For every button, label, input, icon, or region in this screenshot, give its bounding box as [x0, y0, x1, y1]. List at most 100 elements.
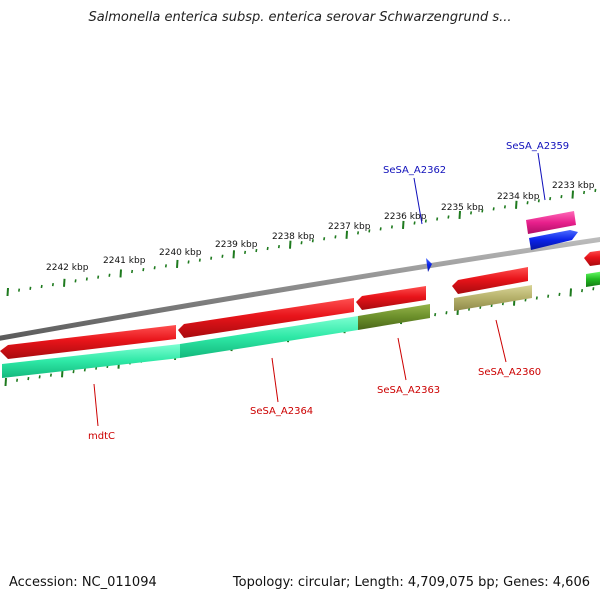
SeSA_A2363-cds-arrow[interactable] — [356, 286, 426, 310]
tick-label-2241: 2241 kbp — [103, 256, 146, 266]
tick-label-2236: 2236 kbp — [384, 212, 427, 222]
SeSA_A2363-gene[interactable] — [358, 304, 430, 330]
SeSA_A2362-cds-arrow[interactable] — [426, 258, 432, 272]
scale-labels: 2242 kbp 2241 kbp 2240 kbp 2239 kbp 2238… — [46, 181, 595, 273]
tick-label-2239: 2239 kbp — [215, 240, 258, 250]
minor-tick — [560, 194, 563, 199]
minor-tick — [424, 219, 427, 223]
offscreen-cds-red[interactable] — [584, 250, 600, 266]
mdtC-cds-arrow[interactable] — [0, 325, 176, 359]
minor-tick — [198, 258, 201, 262]
major-tick — [176, 259, 179, 268]
tick-label-2235: 2235 kbp — [441, 203, 484, 213]
SeSA_A2364-gene[interactable] — [180, 316, 358, 358]
major-tick — [289, 240, 292, 249]
major-tick — [6, 287, 9, 297]
minor-tick — [447, 215, 450, 219]
SeSA_A2360-connector — [495, 319, 507, 363]
minor-tick — [434, 312, 437, 317]
major-tick — [119, 269, 122, 278]
minor-tick — [72, 370, 75, 374]
minor-tick — [535, 296, 538, 300]
minor-tick — [413, 221, 416, 225]
cds-track-forward — [0, 250, 600, 359]
minor-tick — [311, 239, 314, 243]
minor-tick — [74, 279, 77, 283]
SeSA_A2359-connector — [537, 152, 546, 201]
tick-label-2238: 2238 kbp — [272, 232, 315, 242]
SeSA_A2363-connector — [397, 337, 407, 381]
minor-tick — [357, 231, 360, 235]
major-tick — [402, 220, 405, 230]
minor-tick — [85, 277, 88, 281]
minor-tick — [470, 211, 473, 215]
mdtC-gene[interactable] — [2, 344, 180, 378]
minor-tick — [210, 256, 213, 260]
SeSA_A2360-cds-arrow[interactable] — [452, 267, 528, 294]
minor-tick — [445, 311, 448, 315]
minor-tick — [49, 373, 52, 377]
major-tick — [232, 250, 235, 259]
SeSA_A2359-label[interactable]: SeSA_A2359 — [506, 141, 569, 152]
SeSA_A2364-label[interactable]: SeSA_A2364 — [250, 406, 313, 417]
minor-tick — [592, 287, 595, 291]
minor-tick — [379, 227, 382, 231]
SeSA_A2359-gene[interactable] — [526, 211, 576, 234]
offscreen-gene-green[interactable] — [586, 271, 600, 287]
tick-label-2242: 2242 kbp — [46, 263, 89, 273]
minor-tick — [38, 375, 41, 379]
SeSA_A2360-label[interactable]: SeSA_A2360 — [478, 367, 541, 378]
SeSA_A2364-cds-arrow[interactable] — [178, 298, 354, 338]
accession-text: Accession: NC_011094 — [9, 575, 157, 590]
minor-tick — [481, 209, 484, 213]
minor-tick — [164, 264, 167, 268]
SeSA_A2362-label[interactable]: SeSA_A2362 — [383, 165, 446, 176]
minor-tick — [537, 199, 540, 203]
gene-labels: mdtC SeSA_A2364 SeSA_A2363 SeSA_A2360 Se… — [88, 141, 569, 442]
minor-tick — [368, 229, 371, 233]
minor-tick — [558, 292, 561, 296]
cds-track-reverse — [426, 211, 578, 272]
SeSA_A2363-label[interactable]: SeSA_A2363 — [377, 385, 440, 396]
minor-tick — [323, 237, 326, 241]
minor-tick — [436, 217, 439, 221]
minor-tick — [266, 246, 269, 251]
minor-tick — [503, 205, 506, 209]
minor-tick — [51, 282, 54, 287]
major-tick — [458, 210, 461, 219]
minor-tick — [187, 260, 190, 264]
minor-tick — [549, 197, 552, 201]
gene-track — [2, 271, 600, 378]
minor-tick — [153, 266, 156, 270]
minor-tick — [131, 269, 134, 274]
minor-tick — [142, 267, 145, 272]
minor-tick — [40, 284, 43, 289]
minor-tick — [221, 254, 224, 258]
minor-tick — [277, 244, 280, 249]
minor-tick — [255, 248, 258, 253]
genome-backbone — [0, 236, 600, 341]
minor-tick — [97, 275, 100, 279]
genome-title: Salmonella enterica subsp. enterica sero… — [88, 10, 512, 25]
mdtC-label[interactable]: mdtC — [88, 431, 115, 442]
minor-tick — [583, 190, 586, 195]
SeSA_A2360-gene[interactable] — [454, 285, 532, 311]
tick-label-2234: 2234 kbp — [497, 192, 540, 202]
minor-tick — [83, 368, 86, 372]
SeSA_A2364-connector — [271, 357, 279, 403]
mdtC-connector — [93, 383, 99, 427]
minor-tick — [390, 225, 393, 229]
major-tick — [4, 377, 7, 387]
major-tick — [63, 278, 66, 287]
SeSA_A2359-cds-arrow[interactable] — [529, 230, 578, 250]
minor-tick — [108, 273, 111, 277]
tick-label-2233: 2233 kbp — [552, 181, 595, 191]
minor-tick — [29, 286, 32, 290]
minor-tick — [547, 294, 550, 298]
minor-tick — [244, 250, 247, 255]
major-tick — [515, 200, 518, 209]
tick-label-2240: 2240 kbp — [159, 248, 202, 258]
major-tick — [345, 230, 348, 239]
